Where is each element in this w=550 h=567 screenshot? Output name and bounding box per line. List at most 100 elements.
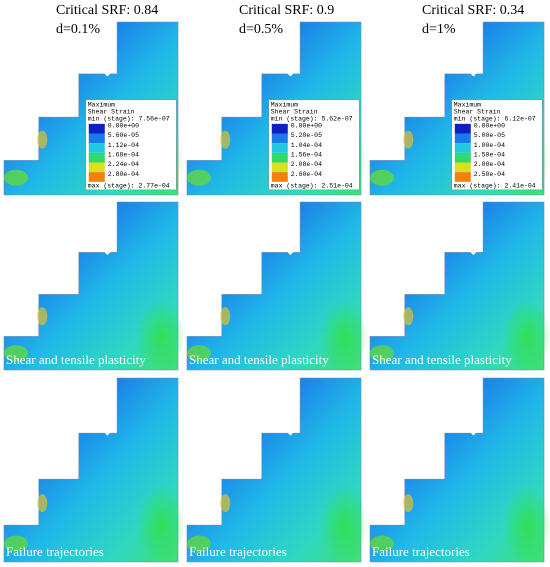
marker — [286, 248, 294, 256]
marker — [103, 248, 111, 256]
strain-zone — [220, 494, 231, 513]
strain-zone — [220, 130, 231, 149]
legend-level: 1.68e-04 — [108, 152, 139, 159]
legend-swatch — [271, 162, 288, 173]
marker — [286, 428, 294, 436]
legend-swatch — [454, 133, 471, 144]
legend-level: 1.50e-04 — [474, 152, 505, 159]
model-panel: Shear and tensile plasticity — [3, 201, 185, 374]
strain-zone — [187, 169, 211, 186]
model-panel: Failure trajectories — [369, 377, 550, 566]
row-label: Shear and tensile plasticity — [6, 352, 146, 367]
marker — [469, 248, 477, 256]
legend-max: max (stage): 2.77e-04 — [88, 183, 170, 190]
legend-level: 5.60e-05 — [108, 132, 139, 139]
strain-zone — [37, 307, 48, 326]
legend-level: 2.80e-04 — [108, 171, 139, 178]
legend-swatch — [88, 172, 105, 182]
strain-zone — [37, 494, 48, 513]
legend-swatch — [454, 123, 471, 134]
legend-swatch — [271, 123, 288, 134]
row-label: Failure trajectories — [189, 544, 287, 559]
legend-min: min (stage): 6.12e-07 — [454, 116, 536, 123]
legend-subtitle: Shear Strain — [454, 109, 501, 116]
legend-level: 1.04e-04 — [291, 142, 322, 149]
strain-zone — [370, 345, 394, 362]
legend-level: 2.08e-04 — [291, 161, 322, 168]
strain-zone — [4, 169, 28, 186]
column-title: Critical SRF: 0.34 — [422, 3, 524, 18]
legend-swatch — [271, 152, 288, 163]
strain-zone — [403, 307, 414, 326]
legend-min: min (stage): 7.56e-07 — [88, 116, 170, 123]
legend-title: Maximum — [88, 102, 115, 109]
row-label: Shear and tensile plasticity — [372, 352, 512, 367]
legend-level: 5.20e-05 — [291, 132, 322, 139]
model-panel: Failure trajectories — [3, 377, 185, 566]
legend-swatch — [88, 123, 105, 134]
strain-zone — [37, 130, 48, 149]
legend-level: 0.00e+00 — [291, 123, 322, 130]
strain-zone — [403, 130, 414, 149]
legend-max: max (stage): 2.51e-04 — [271, 183, 353, 190]
marker — [103, 428, 111, 436]
legend-title: Maximum — [271, 102, 298, 109]
marker — [286, 69, 294, 77]
legend-swatch — [454, 143, 471, 153]
legend-swatch — [88, 152, 105, 163]
strain-zone — [370, 535, 394, 552]
strain-zone — [4, 345, 28, 362]
legend-min: min (stage): 5.62e-07 — [271, 116, 353, 123]
marker — [103, 69, 111, 77]
legend-level: 1.56e-04 — [291, 152, 322, 159]
strain-zone — [187, 535, 211, 552]
legend-level: 0.00e+00 — [474, 123, 505, 130]
strain-zone — [220, 307, 231, 326]
row-label: Shear and tensile plasticity — [189, 352, 329, 367]
marker — [469, 428, 477, 436]
legend-swatch — [271, 143, 288, 153]
column-title: Critical SRF: 0.84 — [56, 3, 158, 18]
column-subtitle: d=0.1% — [56, 22, 100, 37]
legend-level: 2.24e-04 — [108, 161, 139, 168]
legend-swatch — [454, 162, 471, 173]
legend-level: 5.00e-05 — [474, 132, 505, 139]
column-subtitle: d=0.5% — [239, 22, 283, 37]
strain-zone — [319, 484, 368, 566]
legend-swatch — [454, 152, 471, 163]
legend-subtitle: Shear Strain — [88, 109, 135, 116]
strain-zone — [319, 299, 368, 374]
row-label: Failure trajectories — [372, 544, 470, 559]
strain-zone — [4, 535, 28, 552]
strain-zone — [136, 299, 185, 374]
strain-zone — [502, 484, 550, 566]
model-panel: Failure trajectories — [186, 377, 368, 566]
legend-title: Maximum — [454, 102, 481, 109]
legend-swatch — [88, 162, 105, 173]
strain-zone — [403, 494, 414, 513]
legend-subtitle: Shear Strain — [271, 109, 318, 116]
strain-zone — [136, 484, 185, 566]
column-title: Critical SRF: 0.9 — [239, 3, 334, 18]
strain-zone — [187, 345, 211, 362]
legend-level: 2.60e-04 — [291, 171, 322, 178]
legend-level: 1.12e-04 — [108, 142, 139, 149]
legend-swatch — [88, 133, 105, 144]
legend-level: 2.50e-04 — [474, 171, 505, 178]
legend-level: 1.00e-04 — [474, 142, 505, 149]
strain-zone — [370, 169, 394, 186]
marker — [469, 69, 477, 77]
legend-swatch — [271, 172, 288, 182]
row-label: Failure trajectories — [6, 544, 104, 559]
legend-max: max (stage): 2.41e-04 — [454, 183, 536, 190]
model-panel: Shear and tensile plasticity — [369, 201, 550, 374]
legend-swatch — [88, 143, 105, 153]
legend-swatch — [271, 133, 288, 144]
model-panel: Shear and tensile plasticity — [186, 201, 368, 374]
legend-level: 0.00e+00 — [108, 123, 139, 130]
column-subtitle: d=1% — [422, 22, 456, 37]
